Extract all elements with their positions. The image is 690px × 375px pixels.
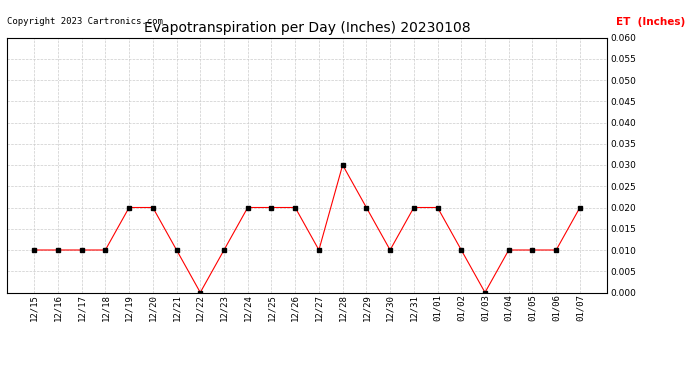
Text: Copyright 2023 Cartronics.com: Copyright 2023 Cartronics.com (7, 17, 163, 26)
Title: Evapotranspiration per Day (Inches) 20230108: Evapotranspiration per Day (Inches) 2023… (144, 21, 471, 35)
Text: ET  (Inches): ET (Inches) (616, 17, 685, 27)
